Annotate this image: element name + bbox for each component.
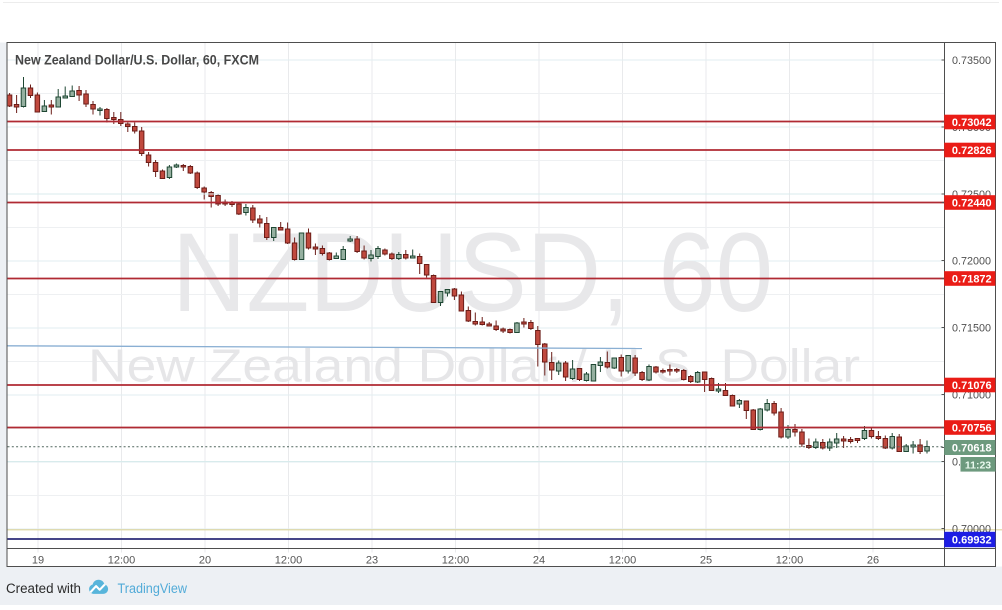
svg-text:0.70618: 0.70618 [952, 442, 992, 454]
svg-text:0.71500: 0.71500 [952, 322, 991, 334]
svg-text:12:00: 12:00 [776, 555, 804, 567]
svg-text:20: 20 [199, 555, 211, 567]
svg-text:12:00: 12:00 [275, 555, 303, 567]
svg-text:25: 25 [700, 555, 712, 567]
svg-text:0.70756: 0.70756 [952, 422, 992, 434]
svg-text:0.72826: 0.72826 [952, 145, 992, 157]
svg-text:19: 19 [32, 555, 44, 567]
svg-text:0.72000: 0.72000 [952, 255, 991, 267]
svg-text:26: 26 [867, 555, 879, 567]
svg-text:TradingView: TradingView [118, 581, 188, 597]
svg-text:New Zealand Dollar/U.S. Dollar: New Zealand Dollar/U.S. Dollar, 60, FXCM [15, 52, 259, 67]
svg-text:23: 23 [366, 555, 378, 567]
svg-text:0.71872: 0.71872 [952, 273, 992, 285]
svg-text:0.73500: 0.73500 [952, 55, 991, 67]
svg-text:12:00: 12:00 [108, 555, 136, 567]
svg-text:11:23: 11:23 [965, 459, 991, 471]
svg-text:12:00: 12:00 [442, 555, 470, 567]
svg-text:0.73042: 0.73042 [952, 117, 992, 129]
svg-text:0.72440: 0.72440 [952, 197, 992, 209]
svg-text:12:00: 12:00 [609, 555, 637, 567]
svg-text:24: 24 [533, 555, 545, 567]
svg-text:Created with: Created with [6, 581, 81, 597]
svg-text:0.69932: 0.69932 [952, 534, 992, 546]
svg-text:0.71076: 0.71076 [952, 380, 992, 392]
svg-text:NZDUSD, 60: NZDUSD, 60 [172, 210, 773, 335]
